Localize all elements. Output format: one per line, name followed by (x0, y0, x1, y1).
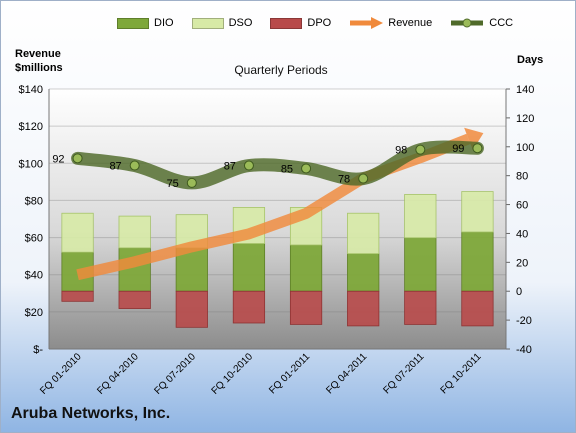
right-axis-tick-label: 120 (516, 113, 534, 125)
bar-dpo (347, 290, 380, 327)
legend-swatch-dpo (270, 17, 303, 29)
legend-item-dso: DSO (191, 17, 253, 29)
company-name: Aruba Networks, Inc. (11, 405, 171, 422)
revenue-line (76, 133, 471, 281)
ccc-data-label: 78 (338, 174, 350, 186)
legend-line-marker-icon (451, 18, 484, 28)
right-axis-tick-label: 100 (516, 142, 534, 154)
right-axis-tick-label: 80 (516, 171, 528, 183)
left-axis-title-line1: Revenue (15, 48, 61, 60)
bar-dpo (404, 290, 437, 325)
left-axis-tick-label: $120 (19, 121, 43, 133)
bar-dso (118, 215, 151, 249)
right-axis-title: Days (517, 54, 544, 66)
left-axis-tick-label: $60 (25, 233, 43, 245)
bar-dpo (461, 290, 494, 327)
legend-label-ccc: CCC (489, 17, 514, 29)
bar-dpo (289, 290, 323, 325)
left-axis-tick-label: $140 (19, 84, 43, 96)
legend-label-dio: DIO (154, 17, 174, 29)
legend-item-revenue: Revenue (349, 17, 432, 29)
right-axis-tick-label: 20 (516, 257, 528, 269)
ccc-point (472, 143, 483, 154)
bar-dio (347, 253, 380, 292)
ccc-point (186, 177, 197, 188)
right-axis-tick-label: -20 (516, 315, 532, 327)
ccc-data-label: 87 (109, 161, 121, 173)
ccc-point (415, 144, 426, 155)
bar-dio (232, 243, 266, 292)
bar-dpo (61, 290, 94, 302)
right-axis-tick-label: 140 (516, 84, 534, 96)
ccc-point (243, 160, 254, 171)
chart-title: Quarterly Periods (234, 63, 328, 77)
left-axis-tick-label: $40 (25, 270, 43, 282)
ccc-point (72, 153, 83, 164)
ccc-data-label: 75 (167, 178, 179, 190)
bar-dso (347, 212, 380, 255)
legend-label-dso: DSO (228, 17, 253, 29)
bar-dso (61, 212, 94, 253)
legend-label-revenue: Revenue (388, 17, 433, 29)
left-axis-tick-label: $80 (25, 195, 43, 207)
left-axis-tick-label: $- (33, 344, 43, 356)
left-axis-tick-label: $100 (19, 158, 43, 170)
ccc-data-label: 92 (52, 153, 64, 165)
right-axis-tick-label: 60 (516, 200, 528, 212)
ccc-point (358, 173, 369, 184)
legend-swatch-dio (117, 17, 149, 29)
ccc-point (129, 160, 140, 171)
legend-label-dpo: DPO (307, 17, 332, 29)
legend-item-dpo: DPO (270, 17, 331, 29)
ccc-line (71, 140, 484, 190)
right-axis-tick-label: 0 (516, 286, 522, 298)
ccc-data-label: 99 (452, 143, 464, 155)
left-axis-tick-label: $20 (25, 307, 43, 319)
bar-dso (404, 194, 437, 239)
left-axis-title: Revenue $millions (15, 47, 63, 75)
ccc-point (301, 163, 312, 174)
revenue-arrowhead (464, 127, 484, 151)
bar-dpo (118, 290, 151, 309)
right-axis-tick-label: 40 (516, 228, 528, 240)
legend-item-ccc: CCC (450, 17, 513, 29)
left-axis-title-line2: $millions (15, 62, 63, 74)
bar-dio (404, 237, 437, 292)
bar-dio (461, 231, 494, 292)
ccc-data-label: 87 (224, 161, 236, 173)
legend-item-dio: DIO (117, 17, 174, 29)
bar-dpo (175, 290, 208, 328)
bar-dio (289, 244, 323, 292)
ccc-data-label: 98 (395, 145, 407, 157)
bar-dpo (232, 290, 266, 324)
right-axis-tick-label: -40 (516, 344, 532, 356)
ccc-data-label: 85 (281, 163, 293, 175)
legend-swatch-dso (191, 17, 224, 29)
legend: DIO DSO DPO Revenue CCC (117, 17, 513, 29)
bar-dso (461, 191, 494, 233)
legend-arrow-icon (350, 17, 384, 29)
